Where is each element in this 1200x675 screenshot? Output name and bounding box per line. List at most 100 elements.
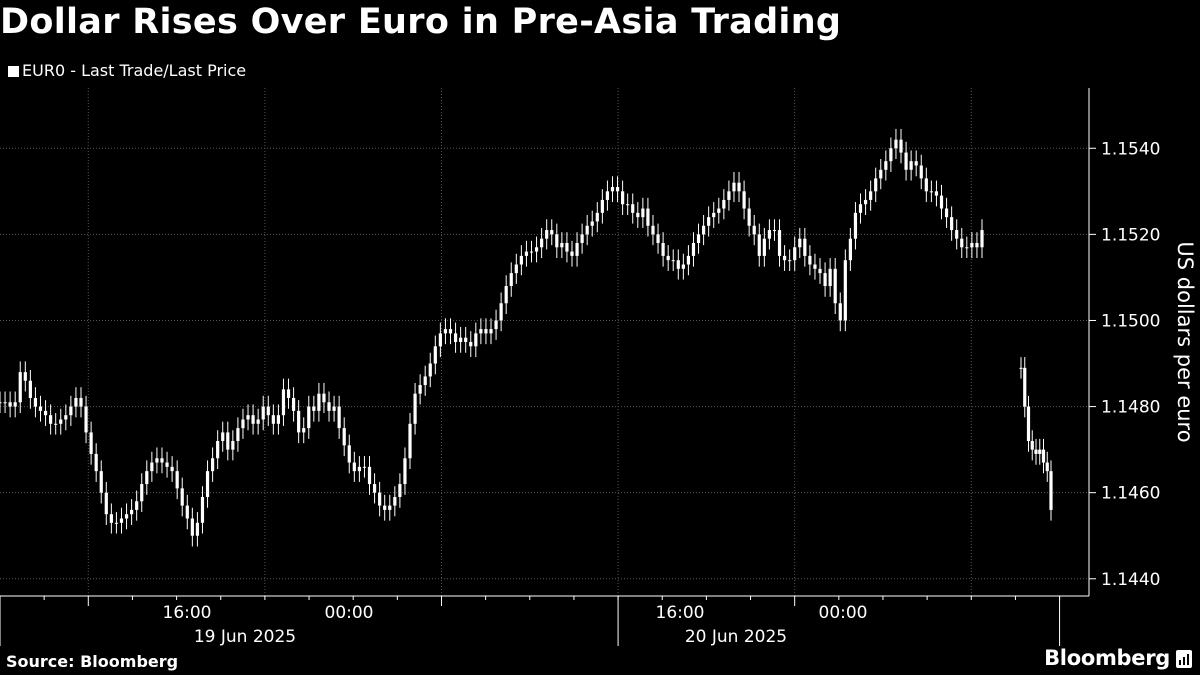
candle-body	[367, 466, 372, 485]
candle-body	[712, 212, 716, 218]
candle-body	[216, 441, 220, 459]
candle-body	[565, 242, 569, 252]
candle-body	[853, 212, 858, 239]
candle-body	[1041, 449, 1046, 463]
candle-body	[261, 406, 265, 420]
candle-body	[610, 187, 615, 192]
candle-body	[408, 423, 412, 459]
candle-body	[251, 415, 255, 424]
candle-body	[464, 337, 468, 342]
candle-body	[205, 471, 210, 497]
candle-body	[0, 402, 2, 404]
candle-body	[23, 372, 27, 381]
candle-body	[180, 488, 184, 506]
candle-body	[453, 333, 458, 342]
candle-body	[383, 505, 387, 510]
candle-body	[545, 230, 549, 239]
candle-body	[276, 415, 281, 424]
candle-body	[317, 393, 321, 411]
candle-body	[18, 372, 22, 403]
candle-body	[808, 255, 812, 265]
candle-body	[605, 191, 610, 200]
candle-body	[732, 182, 736, 192]
candle-body	[863, 199, 868, 205]
candle-body	[752, 225, 756, 235]
source-note: Source: Bloomberg	[6, 652, 179, 671]
candle-body	[357, 466, 361, 472]
candle-body	[1026, 406, 1031, 442]
candle-body	[742, 191, 746, 209]
candle-body	[615, 187, 620, 192]
candle-body	[929, 191, 933, 193]
candle-body	[919, 165, 923, 179]
brand-logo: Bloomberg	[1044, 646, 1170, 670]
candle-body	[286, 389, 291, 398]
candle-body	[302, 428, 306, 433]
candle-body	[874, 178, 878, 192]
candle-body	[767, 230, 772, 239]
candle-body	[378, 492, 382, 506]
y-tick-label: 1.1440	[1101, 570, 1160, 590]
candle-body	[33, 397, 38, 407]
candle-body	[246, 415, 250, 420]
candle-body	[135, 501, 139, 510]
candle-body	[848, 238, 852, 261]
candle-body	[631, 204, 635, 213]
candle-body	[560, 242, 564, 248]
candle-body	[838, 303, 842, 321]
candle-body	[170, 466, 174, 472]
candle-body	[499, 303, 503, 321]
x-axis: 16:00 00:00 16:00 00:00 19 Jun 2025 20 Jun 20…	[0, 595, 1089, 647]
candle-body	[64, 415, 68, 420]
candle-body	[489, 329, 493, 334]
candle-body	[782, 255, 787, 261]
candle-body	[124, 514, 129, 519]
candle-body	[241, 419, 245, 429]
candle-body	[347, 445, 351, 463]
candle-body	[843, 260, 847, 321]
candle-body	[398, 484, 402, 497]
candle-body	[1030, 441, 1034, 450]
x-tick-label: 00:00	[325, 603, 374, 623]
candle-body	[884, 161, 888, 170]
candle-body	[686, 255, 691, 265]
candle-body	[165, 462, 169, 467]
candle-body	[474, 333, 478, 347]
candle-body	[1023, 367, 1027, 407]
candle-body	[717, 208, 721, 213]
page-title: Dollar Rises Over Euro in Pre-Asia Tradi…	[0, 2, 842, 42]
candle-body	[555, 234, 559, 248]
candle-body	[297, 410, 301, 433]
candle-body	[231, 441, 235, 450]
candle-body	[777, 230, 782, 256]
candle-body	[899, 139, 903, 153]
candle-body	[266, 406, 270, 416]
candle-body	[459, 337, 463, 342]
candle-body	[727, 191, 731, 200]
x-tick-label: 16:00	[163, 603, 212, 623]
candle-body	[337, 406, 341, 429]
candle-body	[140, 484, 144, 502]
x-tick-label: 16:00	[656, 603, 705, 623]
candle-body	[788, 260, 792, 262]
candle-body	[909, 161, 913, 170]
candle-body	[960, 238, 964, 248]
candle-body	[600, 199, 604, 213]
y-tick-label: 1.1540	[1101, 139, 1160, 159]
candle-body	[661, 242, 665, 256]
candle-body	[519, 255, 523, 265]
y-axis-label: US dollars per euro	[1173, 241, 1197, 442]
candle-body	[722, 199, 726, 209]
candle-body	[332, 406, 336, 411]
candle-body	[701, 225, 706, 235]
candle-body	[975, 242, 979, 248]
candle-body	[580, 234, 584, 243]
candle-body	[641, 208, 645, 218]
candle-body	[524, 251, 529, 256]
candle-body	[934, 191, 939, 196]
candle-body	[939, 195, 944, 209]
candle-body	[226, 432, 230, 450]
candle-body	[150, 462, 154, 472]
candle-body	[327, 402, 331, 411]
